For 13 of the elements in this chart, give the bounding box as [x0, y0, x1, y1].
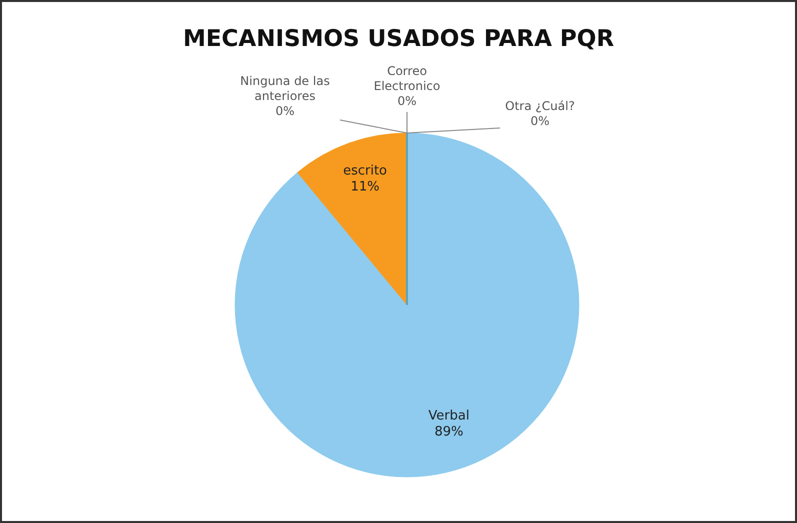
pie-slice — [234, 132, 580, 478]
text: 0% — [275, 104, 295, 118]
category-label: Ninguna de las anteriores — [240, 74, 330, 103]
data-label: 11% — [350, 180, 380, 195]
category-label: Correo Electronico — [374, 64, 440, 93]
chart-title: MECANISMOS USADOS PARA PQR — [182, 26, 614, 52]
slice-label: Verbal — [428, 408, 470, 424]
category-label: Otra ¿Cuál? — [505, 99, 575, 113]
data-label: 89% — [434, 424, 464, 440]
pie-slice — [297, 132, 408, 306]
slice-label: escrito — [343, 164, 388, 179]
text: 0% — [397, 94, 417, 108]
text: 0% — [530, 114, 550, 128]
